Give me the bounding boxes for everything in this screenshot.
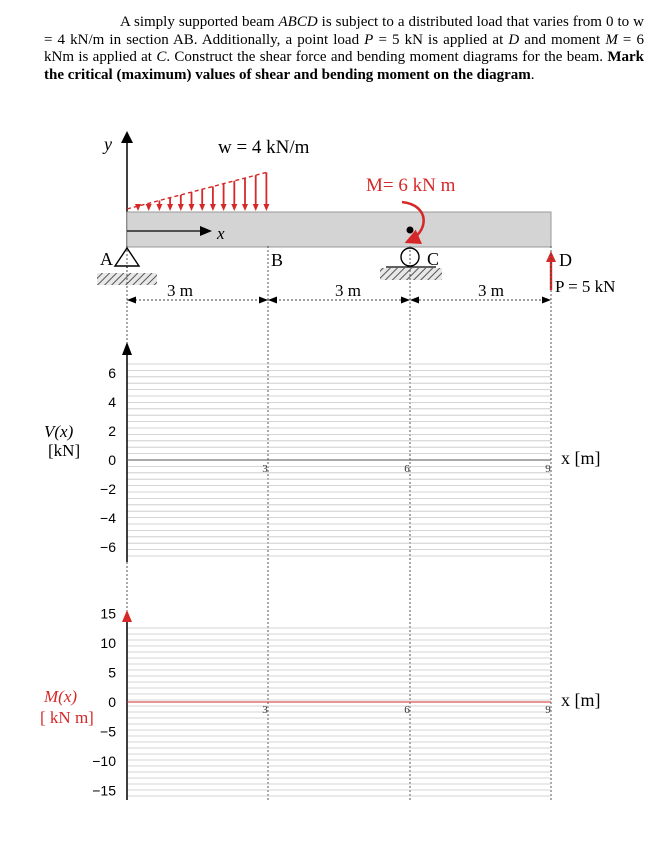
shear-x-ticks: 3 6 9 [262, 463, 551, 475]
x-axis-arrow [200, 226, 212, 236]
point-c-label: C [427, 249, 439, 269]
point-b-label: B [271, 250, 283, 270]
y-tick-label: 6 [108, 365, 116, 381]
y-tick-label: 0 [108, 452, 116, 468]
moment-x-ticks: 3 6 9 [262, 704, 551, 716]
x-tick-label: 9 [545, 463, 551, 475]
y-tick-label: −2 [100, 481, 116, 497]
y-tick-label: 5 [108, 665, 116, 681]
moment-label: M= 6 kN m [366, 175, 456, 196]
moment-plot: M(x) [ kN m] 15 10 5 0 −5 −10 −15 3 6 9 x [m] [40, 606, 601, 800]
dimension-arrow-left [268, 296, 277, 304]
shear-x-label: x [m] [561, 448, 601, 468]
shear-plot: V(x) [kN] 6 4 2 0 −2 −4 −6 3 6 9 x [m] [44, 342, 601, 562]
moment-y-axis-arrow [122, 610, 132, 622]
load-arrow-head [209, 204, 216, 211]
point-d-label: D [559, 250, 572, 270]
moment-arrow [401, 200, 425, 244]
moment-point [406, 226, 414, 234]
point-load-label: P = 5 kN [555, 277, 615, 296]
dimension-line [127, 296, 551, 304]
y-tick-label: −5 [100, 724, 116, 740]
x-tick-label: 3 [262, 463, 268, 475]
roller-support-c [380, 247, 442, 280]
load-arrow-head [252, 204, 259, 211]
x-tick-label: 9 [545, 704, 551, 716]
y-tick-label: 0 [108, 694, 116, 710]
shear-y-ticks: 6 4 2 0 −2 −4 −6 [100, 365, 116, 555]
dimension-arrow-right [259, 296, 268, 304]
beam-body [126, 211, 552, 248]
beam-figure: y w = 4 kN/m x A B M= 6 kN m C [97, 131, 615, 304]
y-axis-arrow [121, 131, 133, 143]
y-tick-label: −6 [100, 539, 116, 555]
load-arrow-head [135, 204, 141, 211]
distributed-load [126, 171, 270, 211]
dimension-arrow-left [410, 296, 419, 304]
problem-statement: A simply supported beam ABCD is subject … [44, 14, 644, 83]
moment-grid [127, 627, 551, 797]
load-arrow-head [242, 204, 248, 211]
x-tick-label: 6 [404, 704, 410, 716]
y-tick-label: 2 [108, 423, 116, 439]
y-tick-label: 10 [100, 635, 116, 651]
shear-y-axis-arrow [122, 342, 132, 355]
x-axis-label: x [216, 224, 225, 243]
y-tick-label: −4 [100, 510, 116, 526]
load-arrow-head [145, 204, 152, 211]
dimension-arrow-right [401, 296, 410, 304]
load-arrow-head [156, 204, 163, 211]
y-tick-label: 4 [108, 394, 116, 410]
span-bc-label: 3 m [335, 281, 361, 300]
moment-y-ticks: 15 10 5 0 −5 −10 −15 [92, 606, 116, 799]
y-tick-label: −10 [92, 753, 116, 769]
y-tick-label: −15 [92, 783, 116, 799]
moment-y-label: M(x) [43, 687, 77, 706]
load-arrow-head [220, 204, 227, 211]
moment-x-label: x [m] [561, 690, 601, 710]
y-tick-label: 15 [100, 606, 116, 622]
shear-y-unit: [kN] [48, 441, 80, 460]
load-arrow-head [188, 204, 195, 211]
span-ab-label: 3 m [167, 281, 193, 300]
x-tick-label: 6 [404, 463, 410, 475]
moment-y-unit: [ kN m] [40, 708, 94, 727]
load-arrow-head [167, 204, 174, 211]
point-a-label: A [100, 249, 113, 269]
load-arrow-head [231, 204, 238, 211]
span-cd-label: 3 m [478, 281, 504, 300]
x-tick-label: 3 [262, 704, 268, 716]
shear-y-label: V(x) [44, 422, 74, 441]
dimension-arrow-right [542, 296, 551, 304]
w-load-label: w = 4 kN/m [218, 137, 310, 158]
shear-grid [127, 363, 551, 557]
load-arrow-head [199, 204, 206, 211]
dimension-arrow-left [127, 296, 136, 304]
load-arrow-head [263, 204, 270, 211]
y-axis-label: y [102, 134, 112, 154]
load-arrow-head [177, 204, 184, 211]
